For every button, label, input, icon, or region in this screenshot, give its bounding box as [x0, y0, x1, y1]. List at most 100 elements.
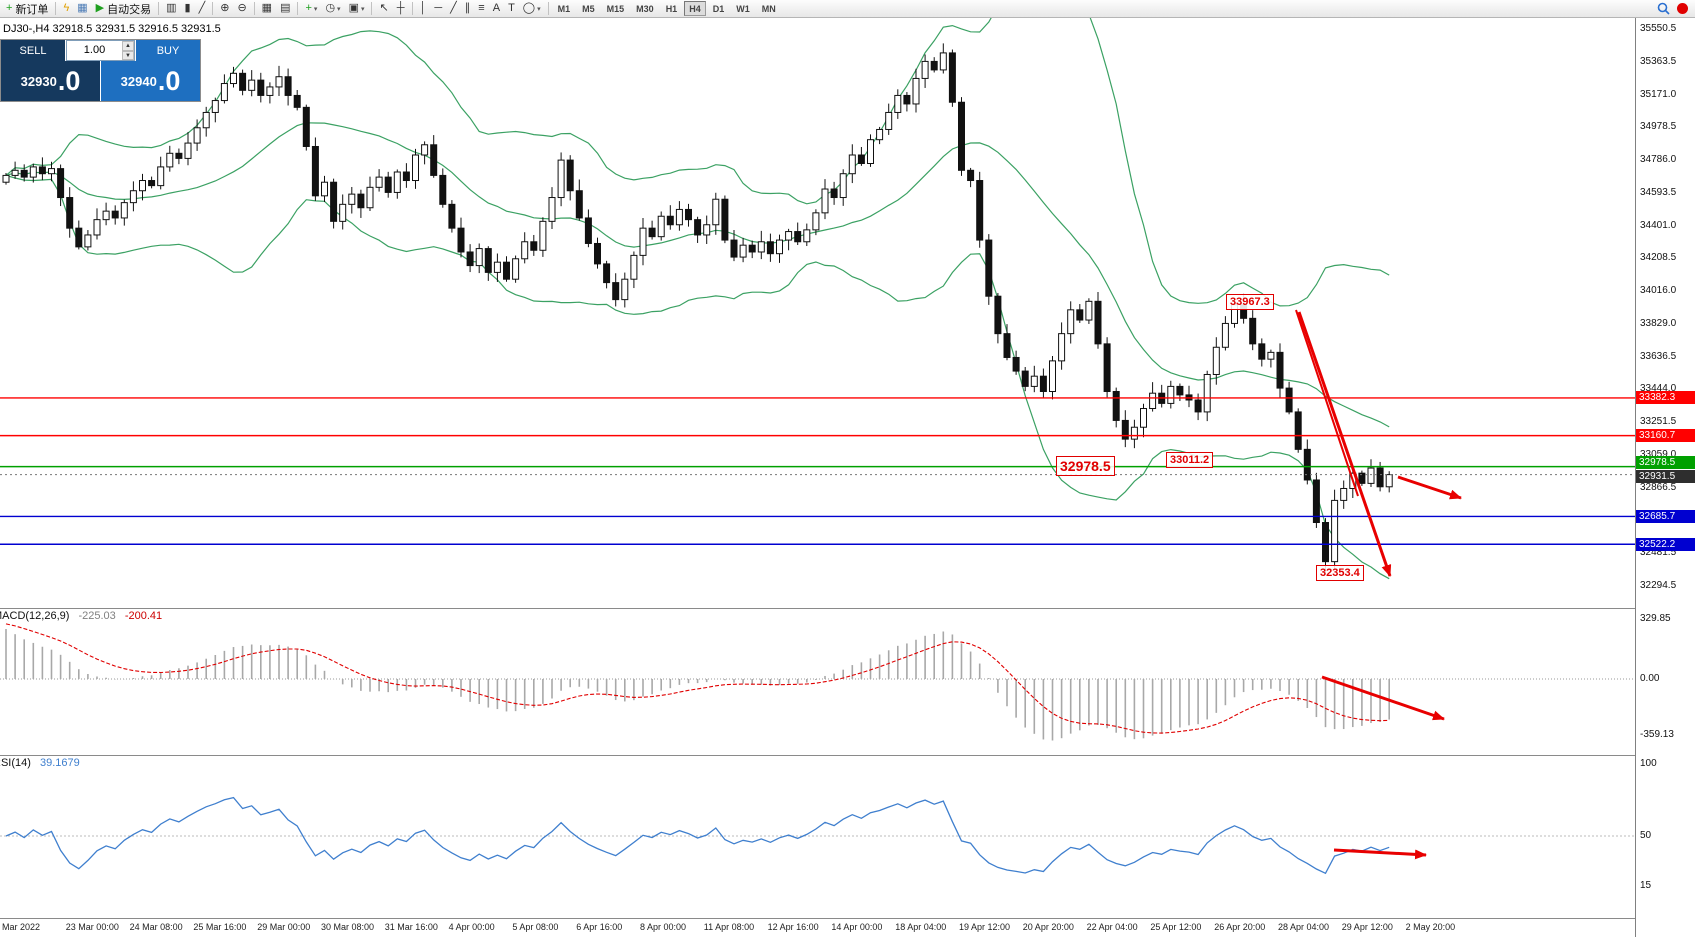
time-axis-label: 29 Mar 00:00	[257, 922, 311, 932]
label-icon[interactable]: T	[504, 1, 519, 17]
lightning-icon[interactable]: ϟ	[59, 1, 73, 17]
macd-name: MACD(12,26,9)	[0, 610, 70, 622]
shapes-button[interactable]: ◯ ▾	[519, 1, 545, 17]
candlestick-chart-icon[interactable]: ▮	[181, 1, 195, 17]
chart-annotation-label: 32978.5	[1056, 456, 1115, 476]
lightning-icon: ϟ	[63, 2, 70, 14]
rsi-axis-label: 100	[1640, 758, 1657, 769]
templates-button[interactable]: ▣ ▾	[345, 1, 369, 17]
cursor-icon[interactable]: ↖	[375, 1, 392, 17]
time-axis-label: 20 Apr 20:00	[1022, 922, 1074, 932]
arrange-windows-icon[interactable]: ▤	[276, 1, 294, 17]
volume-value[interactable]: 1.00	[83, 44, 106, 56]
price-axis-label: 33636.5	[1640, 350, 1677, 362]
timeframe-m30-button[interactable]: M30	[636, 4, 654, 14]
timeframe-d1-button[interactable]: D1	[712, 4, 725, 14]
toolbar-separator	[55, 2, 57, 15]
chart-window-icon: ▦	[77, 2, 88, 14]
panel-separator[interactable]	[0, 608, 1695, 609]
panel-separator[interactable]	[0, 755, 1695, 756]
chart-ohlc-values: 32918.5 32931.5 32916.5 32931.5	[52, 23, 221, 35]
channel-icon: ∥	[464, 2, 471, 14]
time-axis-label: 29 Apr 12:00	[1341, 922, 1393, 932]
autotrading-button[interactable]: ▶ 自动交易	[92, 1, 155, 17]
toolbar-separator	[371, 2, 373, 15]
main-chart-canvas[interactable]	[0, 18, 1635, 608]
timeframe-m5-button[interactable]: M5	[582, 4, 595, 14]
price-tag: 33160.7	[1636, 429, 1695, 443]
time-axis[interactable]: Mar 2022 23 Mar 00:00 24 Mar 08:00 25 Mar 1…	[0, 919, 1635, 937]
toolbar: + 新订单 ϟ ▦ ▶ 自动交易 ▥ ▮ ╱ ⊕ ⊖ ▦ ▤ + ▾ ◷ ▾ ▣ ▾ ↖ ┼ │ ─ ╱ ∥ ≡ A T ◯ ▾ M1 M5 M…	[0, 0, 1695, 18]
fibonacci-icon[interactable]: ≡	[474, 1, 488, 17]
time-axis-label: 6 Apr 16:00	[576, 922, 623, 932]
zoom-in-icon: ⊕	[220, 2, 230, 14]
shapes-button-icon: ◯	[522, 2, 536, 14]
rsi-canvas[interactable]	[0, 756, 1635, 918]
rsi-value: 39.1679	[39, 757, 80, 769]
chart-window-icon[interactable]: ▦	[73, 1, 91, 17]
price-axis[interactable]: 35550.5 35363.5 35171.0 34978.5 34786.0 34593…	[1635, 18, 1695, 937]
toolbar-separator	[212, 2, 214, 15]
macd-axis-label: 329.85	[1640, 613, 1671, 624]
periods-button[interactable]: ◷ ▾	[321, 1, 344, 17]
channel-icon[interactable]: ∥	[461, 1, 475, 17]
record-icon[interactable]	[1677, 3, 1688, 14]
chart-symbol: DJ30-,H4	[3, 23, 50, 35]
fibonacci-icon: ≡	[478, 2, 485, 14]
time-axis-label: 25 Mar 16:00	[193, 922, 247, 932]
crosshair-icon[interactable]: ┼	[393, 1, 409, 17]
line-chart-icon[interactable]: ╱	[195, 1, 210, 17]
macd-axis-label: 0.00	[1640, 673, 1660, 684]
text-icon: A	[492, 2, 501, 14]
sell-price-button[interactable]: 32930 .0	[1, 61, 100, 101]
volume-down-button[interactable]: ▼	[122, 50, 134, 60]
zoom-out-icon[interactable]: ⊖	[233, 1, 250, 17]
timeframe-h1-button[interactable]: H1	[665, 4, 678, 14]
time-axis-label: 14 Apr 00:00	[831, 922, 883, 932]
time-axis-label: 2 May 20:00	[1405, 922, 1456, 932]
price-tag: 32931.5	[1636, 470, 1695, 484]
buy-price-button[interactable]: 32940 .0	[101, 61, 200, 101]
vertical-line-icon[interactable]: │	[416, 1, 431, 17]
buy-button[interactable]: BUY	[136, 40, 200, 61]
sell-button[interactable]: SELL	[1, 40, 65, 61]
new-order-button-label: 新订单	[15, 3, 49, 16]
buy-price-main: 32940	[120, 73, 157, 89]
indicators-add-button[interactable]: + ▾	[301, 1, 321, 17]
macd-canvas[interactable]	[0, 609, 1635, 755]
text-icon[interactable]: A	[489, 1, 504, 17]
price-axis-label: 34401.0	[1640, 219, 1677, 231]
timeframe-w1-button[interactable]: W1	[736, 4, 750, 14]
search-icon[interactable]	[1657, 2, 1670, 15]
timeframe-mn-button[interactable]: MN	[761, 4, 776, 14]
timeframe-m1-button[interactable]: M1	[557, 4, 571, 14]
chart-ohlc-quote: DJ30-,H4 32918.5 32931.5 32916.5 32931.5	[3, 23, 221, 35]
vertical-line-icon: │	[419, 2, 427, 14]
time-axis-label: 12 Apr 16:00	[767, 922, 819, 932]
horizontal-line-icon[interactable]: ─	[430, 1, 446, 17]
trendline-icon: ╱	[450, 2, 457, 14]
price-tag: 32978.5	[1636, 456, 1695, 470]
timeframe-h4-button[interactable]: H4	[684, 1, 706, 16]
toolbar-separator	[253, 2, 255, 15]
macd-panel: MACD(12,26,9) -225.03 -200.41	[0, 609, 1635, 755]
trendline-icon[interactable]: ╱	[446, 1, 461, 17]
time-axis-label: 22 Apr 04:00	[1086, 922, 1138, 932]
bar-chart-icon[interactable]: ▥	[162, 1, 180, 17]
rsi-axis-label: 50	[1640, 830, 1652, 841]
grid-icon[interactable]: ▦	[258, 1, 276, 17]
one-click-trade-panel: SELL 1.00 ▲ ▼ BUY 32930 .0 32940 .0	[0, 39, 201, 102]
new-order-button-icon: +	[6, 2, 13, 14]
volume-up-button[interactable]: ▲	[122, 41, 134, 51]
price-axis-label: 32294.5	[1640, 579, 1677, 591]
rsi-panel: RSI(14) 39.1679	[0, 756, 1635, 918]
time-axis-label: 19 Apr 12:00	[959, 922, 1011, 932]
zoom-in-icon[interactable]: ⊕	[216, 1, 233, 17]
time-axis-label: Mar 2022	[2, 922, 41, 932]
horizontal-line-icon: ─	[434, 2, 443, 14]
sell-price-main: 32930	[20, 73, 57, 89]
toolbar-right	[1657, 2, 1693, 15]
new-order-button[interactable]: + 新订单	[2, 1, 52, 17]
volume-stepper[interactable]: 1.00 ▲ ▼	[66, 40, 135, 61]
timeframe-m15-button[interactable]: M15	[606, 4, 625, 14]
